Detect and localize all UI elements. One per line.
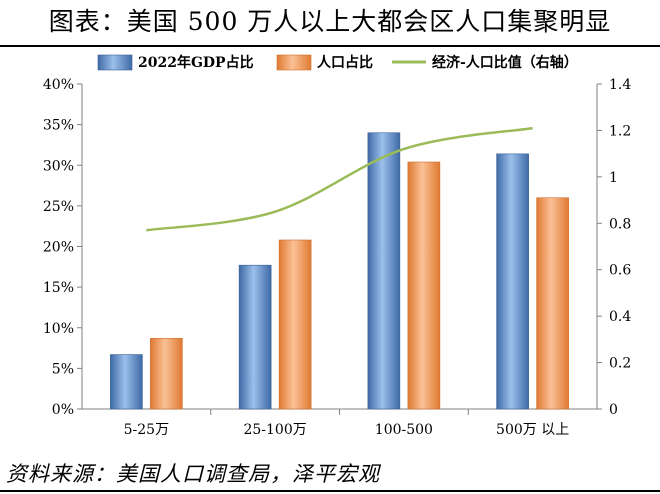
bottom-divider bbox=[0, 490, 660, 492]
legend-population-label: 人口占比 bbox=[317, 54, 373, 71]
legend-population-swatch bbox=[276, 54, 312, 71]
right-tick-label: 0.6 bbox=[609, 263, 631, 279]
legend-gdp-swatch bbox=[97, 54, 133, 71]
left-tick-label: 25% bbox=[43, 199, 74, 215]
legend-gdp-label: 2022年GDP占比 bbox=[138, 54, 254, 71]
gdp-share-bar bbox=[238, 264, 272, 410]
category-label: 25-100万 bbox=[243, 422, 306, 438]
right-tick-label: 1.2 bbox=[609, 123, 631, 139]
category-label: 100-500 bbox=[375, 422, 433, 438]
population-share-bar bbox=[278, 239, 312, 410]
right-tick-label: 0.8 bbox=[609, 216, 631, 232]
left-tick-label: 5% bbox=[52, 361, 74, 377]
category-label: 5-25万 bbox=[124, 422, 169, 438]
gdp-share-bar bbox=[496, 153, 529, 410]
left-tick-label: 30% bbox=[43, 158, 74, 174]
right-tick-label: 1.4 bbox=[609, 77, 631, 93]
gdp-share-bar bbox=[110, 354, 143, 410]
right-tick-label: 0.4 bbox=[609, 309, 631, 325]
right-tick-label: 0.2 bbox=[609, 356, 631, 372]
left-tick-label: 10% bbox=[43, 321, 74, 337]
title-divider bbox=[0, 45, 660, 47]
population-share-bar bbox=[150, 338, 183, 410]
population-share-bar bbox=[536, 197, 569, 410]
legend-ratio-label: 经济-人口比值（右轴） bbox=[432, 54, 578, 71]
left-tick-label: 40% bbox=[43, 77, 74, 93]
chart-area: 0% 5% 10% 15% 20% 25% 30% 35% 40% 0 0.2 0.4 0.6 0.8 1 1… bbox=[43, 54, 631, 438]
category-label: 500万 以上 bbox=[496, 422, 569, 438]
econ-population-ratio-line bbox=[146, 126, 533, 232]
right-tick-label: 0 bbox=[609, 402, 618, 418]
left-tick-label: 0% bbox=[52, 402, 74, 418]
left-tick-label: 20% bbox=[43, 240, 74, 256]
legend: 2022年GDP占比 人口占比 经济-人口比值（右轴） bbox=[97, 54, 578, 71]
left-tick-label: 15% bbox=[43, 280, 74, 296]
left-tick-label: 35% bbox=[43, 118, 74, 134]
right-tick-label: 1 bbox=[609, 170, 618, 186]
source-note: 资料来源：美国人口调查局，泽平宏观 bbox=[6, 462, 380, 486]
population-share-bar bbox=[407, 161, 441, 410]
chart-title: 图表：美国 500 万人以上大都会区人口集聚明显 bbox=[48, 7, 612, 36]
gdp-share-bar bbox=[367, 132, 401, 410]
